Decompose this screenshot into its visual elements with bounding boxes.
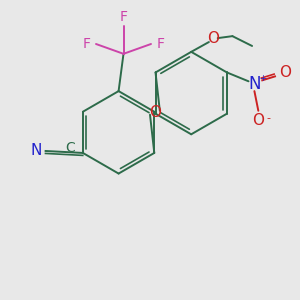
Text: F: F bbox=[82, 37, 90, 51]
Text: N: N bbox=[30, 143, 41, 158]
Text: O: O bbox=[252, 113, 264, 128]
Text: F: F bbox=[157, 37, 165, 51]
Text: N: N bbox=[248, 75, 261, 93]
Text: O: O bbox=[207, 31, 219, 46]
Text: -: - bbox=[266, 112, 270, 123]
Text: O: O bbox=[149, 105, 161, 120]
Text: +: + bbox=[259, 74, 266, 83]
Text: O: O bbox=[279, 65, 291, 80]
Text: F: F bbox=[119, 11, 128, 25]
Text: C: C bbox=[65, 141, 75, 155]
